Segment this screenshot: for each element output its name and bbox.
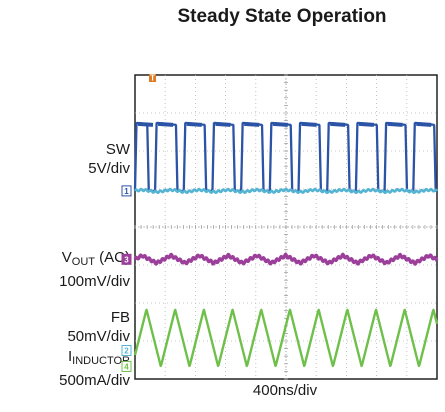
- trigger-marker: [149, 74, 157, 82]
- trigger-letter: T: [150, 74, 155, 83]
- page-title: Steady State Operation: [177, 6, 387, 27]
- sw-pulse-top: [387, 121, 403, 127]
- traces: [133, 121, 439, 368]
- inductor-trace: [133, 308, 439, 368]
- vout-trace: [133, 252, 439, 266]
- sw-pulse-top: [244, 121, 260, 127]
- il-scale: 500mA/div: [59, 372, 130, 389]
- il-name-line: IINDUCTOR: [59, 347, 130, 371]
- x-axis-label: 400ns/div: [252, 382, 318, 399]
- vout-channel-marker-box: [121, 253, 132, 265]
- sw-pulse-top: [137, 121, 154, 127]
- sw-pulse-top: [301, 121, 317, 127]
- sw-pulse-top: [157, 121, 174, 127]
- fb-channel-marker-box: [121, 345, 132, 356]
- fb-channel-marker-num: 2: [124, 347, 129, 356]
- sw-channel-marker-num: 1: [124, 187, 129, 196]
- sw-name: SW: [105, 141, 130, 158]
- il-sub: INDUCTOR: [72, 355, 130, 367]
- sw-pulse-top: [272, 121, 288, 127]
- sw-channel-marker-box: [121, 185, 132, 197]
- sw-pulse-top: [416, 121, 432, 127]
- sw-label: SW 5V/div: [88, 140, 130, 178]
- vout-sub: OUT: [71, 256, 95, 268]
- sw-scale: 5V/div: [88, 160, 130, 177]
- sw-pulse-top: [358, 121, 375, 127]
- il-name: I: [67, 348, 73, 365]
- grid: [134, 74, 438, 380]
- fb-label: FB 50mV/div: [67, 308, 130, 346]
- sw-pulse-top: [330, 121, 346, 127]
- sw-pulse-top: [186, 121, 202, 127]
- inductor-label: IINDUCTOR 500mA/div: [59, 347, 130, 390]
- inductor-channel-marker-box: [121, 360, 132, 372]
- fb-name: FB: [110, 309, 130, 326]
- channel-markers: 1 3 2 4 T: [121, 74, 157, 372]
- vout-scale: 100mV/div: [59, 273, 130, 290]
- fb-trace: [133, 187, 439, 195]
- sw-pulse-top: [215, 121, 231, 127]
- inductor-channel-marker-num: 4: [124, 362, 129, 371]
- vout-channel-marker-num: 3: [124, 255, 129, 264]
- fb-scale: 50mV/div: [67, 328, 130, 345]
- vout-name: V: [61, 249, 72, 266]
